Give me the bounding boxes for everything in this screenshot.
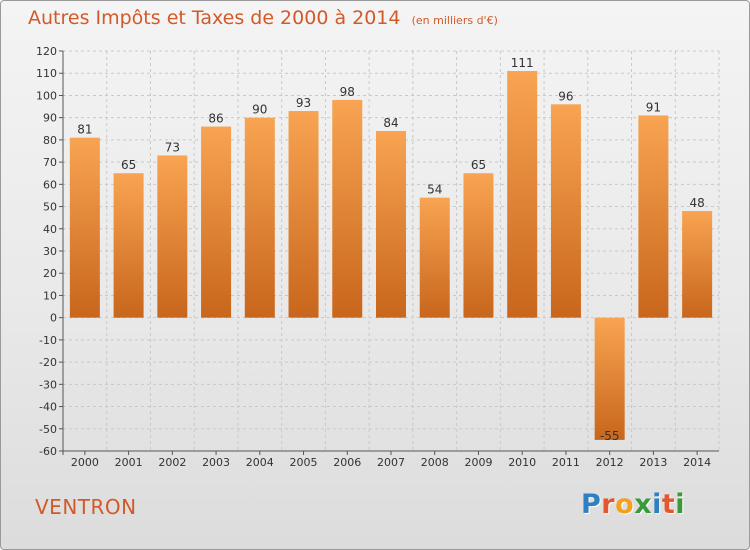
y-tick-labels: 1201101009080706050403020100-10-20-30-40… bbox=[36, 45, 57, 458]
value-label-2001: 65 bbox=[121, 158, 136, 172]
y-tick-label: 80 bbox=[43, 134, 57, 147]
brand-letter: P bbox=[581, 489, 602, 520]
y-tick-label: 120 bbox=[36, 45, 57, 58]
chart-title-block: Autres Impôts et Taxes de 2000 à 2014 (e… bbox=[28, 7, 498, 29]
x-tick-label-2009: 2009 bbox=[464, 456, 492, 469]
chart-unit-note: (en milliers d'€) bbox=[411, 14, 498, 27]
value-label-2010: 111 bbox=[511, 56, 534, 70]
value-label-2006: 98 bbox=[340, 85, 355, 99]
y-tick-label: 110 bbox=[36, 67, 57, 80]
brand-letter: x bbox=[634, 489, 653, 520]
bar-2005 bbox=[288, 111, 319, 318]
axes bbox=[59, 50, 719, 455]
y-tick-label: 60 bbox=[43, 178, 57, 191]
y-tick-label: 100 bbox=[36, 89, 57, 102]
brand-letter: i bbox=[652, 489, 662, 520]
bar-2007 bbox=[376, 131, 406, 318]
brand-letter: i bbox=[675, 489, 686, 520]
value-label-2013: 91 bbox=[646, 100, 661, 114]
brand-letter: r bbox=[601, 489, 616, 520]
value-label-2008: 54 bbox=[427, 183, 442, 197]
bar-2014 bbox=[682, 211, 713, 318]
bar-2001 bbox=[113, 173, 144, 318]
place-name: VENTRON bbox=[35, 495, 137, 519]
value-label-2002: 73 bbox=[165, 140, 180, 154]
bar-2009 bbox=[463, 173, 494, 318]
brand-logo: Proxiti bbox=[581, 489, 685, 520]
y-tick-label: 20 bbox=[43, 267, 57, 280]
x-tick-label-2003: 2003 bbox=[202, 456, 230, 469]
value-label-2004: 90 bbox=[252, 103, 267, 117]
x-tick-label-2002: 2002 bbox=[158, 456, 186, 469]
y-tick-label: 0 bbox=[50, 312, 57, 325]
bar-2004 bbox=[244, 117, 275, 318]
x-tick-label-2007: 2007 bbox=[377, 456, 405, 469]
value-label-2005: 93 bbox=[296, 96, 311, 110]
x-tick-label-2012: 2012 bbox=[596, 456, 624, 469]
y-tick-label: 30 bbox=[43, 245, 57, 258]
value-label-2012: -55 bbox=[600, 429, 620, 443]
x-tick-label-2004: 2004 bbox=[246, 456, 274, 469]
x-tick-label-2010: 2010 bbox=[508, 456, 536, 469]
x-tick-label-2001: 2001 bbox=[115, 456, 143, 469]
y-tick-label: 70 bbox=[43, 156, 57, 169]
value-label-2007: 84 bbox=[383, 116, 398, 130]
bar-2012 bbox=[594, 317, 625, 440]
bar-2010 bbox=[507, 71, 538, 318]
x-tick-label-2008: 2008 bbox=[421, 456, 449, 469]
y-tick-label: 10 bbox=[43, 289, 57, 302]
x-tick-label-2013: 2013 bbox=[639, 456, 667, 469]
y-tick-label: -10 bbox=[39, 334, 57, 347]
value-label-2000: 81 bbox=[77, 123, 92, 137]
x-tick-label-2011: 2011 bbox=[552, 456, 580, 469]
y-tick-label: -30 bbox=[39, 378, 57, 391]
brand-letter: t bbox=[661, 489, 676, 520]
y-tick-label: -20 bbox=[39, 356, 57, 369]
bar-2006 bbox=[332, 99, 363, 318]
x-tick-label-2000: 2000 bbox=[71, 456, 99, 469]
bar-2013 bbox=[638, 115, 669, 318]
value-label-2003: 86 bbox=[208, 112, 223, 126]
bar-2011 bbox=[550, 104, 581, 318]
x-tick-label-2005: 2005 bbox=[290, 456, 318, 469]
bar-2002 bbox=[157, 155, 188, 318]
chart-title: Autres Impôts et Taxes de 2000 à 2014 bbox=[28, 7, 401, 29]
value-label-2011: 96 bbox=[558, 89, 573, 103]
brand-letter: o bbox=[615, 489, 635, 520]
bar-2000 bbox=[69, 137, 100, 318]
bar-2003 bbox=[201, 126, 232, 318]
y-tick-label: 40 bbox=[43, 223, 57, 236]
y-tick-label: -60 bbox=[39, 445, 57, 458]
y-tick-label: 90 bbox=[43, 112, 57, 125]
value-labels: 81 65 73 86 90 93 98 84 54 65 111 96 -55 91 48 bbox=[77, 56, 705, 443]
x-tick-label-2014: 2014 bbox=[683, 456, 711, 469]
value-label-2009: 65 bbox=[471, 158, 486, 172]
bar-2008 bbox=[419, 197, 450, 318]
x-tick-labels: 2000 2001 2002 2003 2004 2005 2006 2007 2008 2009… bbox=[71, 456, 711, 469]
x-tick-label-2006: 2006 bbox=[333, 456, 361, 469]
y-tick-label: 50 bbox=[43, 201, 57, 214]
bars bbox=[69, 71, 713, 440]
y-tick-label: -40 bbox=[39, 401, 57, 414]
y-tick-label: -50 bbox=[39, 423, 57, 436]
value-label-2014: 48 bbox=[689, 196, 704, 210]
